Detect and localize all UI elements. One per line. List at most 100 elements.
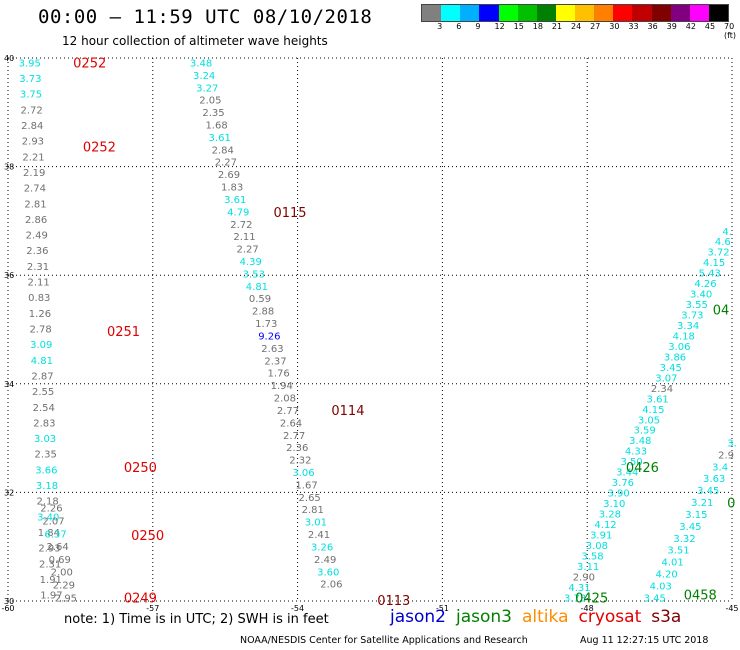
wave-height-value: 3.72 [707,248,729,259]
wave-height-value: 2.18 [36,497,58,508]
colorbar-label: 18 [532,22,543,31]
wave-height-value: 3.27 [196,83,218,94]
wave-height-value: 3.28 [599,510,621,521]
pass-time-label: 0250 [124,461,157,476]
wave-height-value: 2.74 [24,184,46,195]
wave-height-value: 2.77 [277,406,299,417]
pass-time-label: 0252 [83,141,116,156]
wave-height-value: 2.11 [28,278,50,289]
wave-height-value: 4.01 [661,558,683,569]
wave-height-value: 3.45 [679,522,701,533]
wave-height-value: 1.26 [29,309,51,320]
wave-height-value: 1.73 [255,319,277,330]
wave-height-value: 2.72 [21,105,43,116]
wave-height-value: 2.27 [236,245,258,256]
wave-height-value: 3.07 [655,373,677,384]
colorbar-swatch [441,5,461,21]
colorbar-labels: 3 6 9 12 15 18 21 24 27 30 33 36 39 42 45 70 (ft) [421,22,740,40]
pass-time-label: 0426 [626,461,659,476]
wave-height-value: 3.01 [305,518,327,529]
wave-height-value: 9.26 [258,331,280,342]
wave-height-value: 4.31 [568,583,590,594]
y-tick-label: 40 [4,54,14,63]
wave-height-value: 2.00 [51,568,73,579]
wave-height-value: 2.90 [573,572,595,583]
wave-height-value: 2.36 [26,246,48,257]
wave-height-value: 4.33 [625,447,647,458]
colorbar-swatch [613,5,633,21]
wave-height-value: 1.91 [40,575,62,586]
wave-height-value: 3. [727,439,737,450]
colorbar-swatch [594,5,614,21]
colorbar-swatch [689,5,709,21]
wave-height-value: 4.18 [673,331,695,342]
wave-height-value: 3.66 [35,465,57,476]
x-tick-label: -45 [725,604,738,613]
wave-height-value: 0.69 [49,555,71,566]
wave-height-value: 2.41 [308,530,330,541]
wave-height-value: 3.45 [644,593,666,604]
wave-height-value: 1.67 [295,480,317,491]
wave-height-value: 2.08 [274,394,296,405]
legend-s3a: s3a [651,607,682,627]
colorbar-label: 6 [456,22,462,31]
wave-height-value: 3.11 [577,562,599,573]
pass-time-label: 0114 [331,404,364,419]
wave-height-value: 3.26 [311,542,333,553]
colorbar [421,4,729,22]
wave-height-value: 1.97 [40,591,62,602]
wave-height-value: 4.81 [246,282,268,293]
wave-height-value: 1.83 [221,183,243,194]
wave-height-value: 2.31 [27,262,49,273]
colorbar-label: 12 [494,22,505,31]
wave-height-value: 2.64 [47,542,69,553]
grid [7,57,733,602]
wave-height-value: 2.77 [283,431,305,442]
data-points: 3.95 3.73 3.75 2.72 2.84 2.93 2.21 2.19 2.74 2.81… [19,58,737,604]
wave-height-value: 2.07 [42,516,64,527]
wave-height-value: 3.53 [243,269,265,280]
wave-height-value: 3.61 [209,133,231,144]
credit-line: NOAA/NESDIS Center for Satellite Applica… [240,635,528,646]
wave-height-value: 2.36 [286,443,308,454]
colorbar-swatch [479,5,499,21]
wave-height-value: 3.73 [19,74,41,85]
pass-time-label: 0250 [131,529,164,544]
wave-height-value: 3.59 [634,426,656,437]
wave-height-value: 3.08 [586,541,608,552]
wave-height-value: 3.45 [660,363,682,374]
wave-height-value: 4.03 [650,581,672,592]
wave-height-value: 2.32 [289,456,311,467]
wave-height-value: 2.49 [314,555,336,566]
wave-height-value: 2.05 [199,96,221,107]
colorbar-label: 45 [704,22,716,31]
colorbar-swatch [575,5,595,21]
wave-height-value: 2.86 [25,215,47,226]
wave-height-value: 3.61 [224,195,246,206]
wave-height-value: 3.4 [712,462,728,473]
wave-height-value: 3.48 [190,58,212,69]
wave-height-value: 3.34 [677,321,699,332]
wave-height-value: 2.88 [252,307,274,318]
wave-height-value: 1.68 [205,120,227,131]
colorbar-label: 33 [628,22,639,31]
wave-height-value: 3.63 [703,474,725,485]
legend-jason2: jason2 [390,607,446,627]
wave-height-value: 3.86 [664,352,686,363]
pass-time-label: 0252 [73,56,106,71]
wave-height-value: 2.69 [218,170,240,181]
wave-height-value: 1.84 [38,528,60,539]
wave-height-value: 3.73 [681,311,703,322]
wave-height-value: 5.43 [699,269,721,280]
satellite-legend: jason2 jason3 altika cryosat s3a [390,607,691,627]
legend-altika: altika [522,607,569,627]
pass-time-label: 0115 [273,206,306,221]
wave-height-value: 4.26 [694,279,716,290]
wave-height-value: 4.81 [31,356,53,367]
wave-height-value: 3.45 [697,486,719,497]
colorbar-label: 36 [647,22,658,31]
wave-height-value: 2.29 [53,580,75,591]
wave-height-value: 3.03 [34,434,56,445]
colorbar-label: 30 [609,22,620,31]
wave-height-value: 3.76 [612,478,634,489]
